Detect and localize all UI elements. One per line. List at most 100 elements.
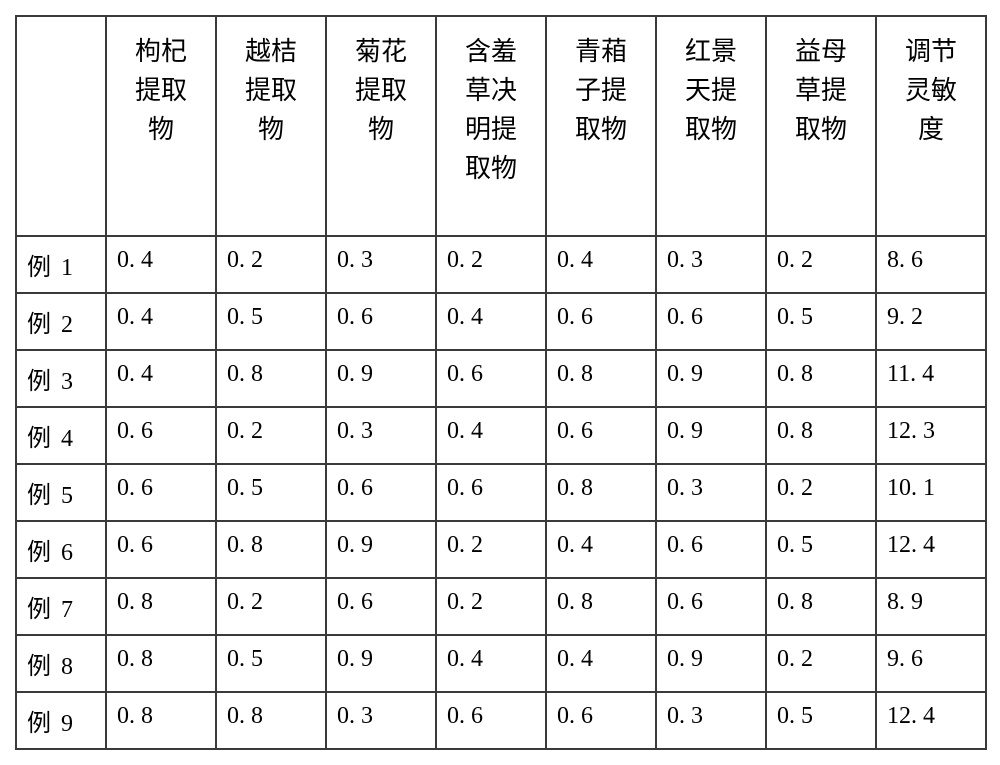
row-label-num: 9 — [61, 711, 73, 737]
column-header-label: 菊花提取物 — [337, 32, 425, 149]
table-row: 例 60. 60. 80. 90. 20. 40. 60. 512. 4 — [16, 521, 986, 578]
data-cell: 10. 1 — [876, 464, 986, 521]
data-cell: 0. 2 — [766, 635, 876, 692]
table-row: 例 80. 80. 50. 90. 40. 40. 90. 29. 6 — [16, 635, 986, 692]
data-cell: 0. 8 — [766, 350, 876, 407]
data-cell: 0. 6 — [656, 578, 766, 635]
column-header-label: 红景天提取物 — [667, 32, 755, 149]
column-header: 菊花提取物 — [326, 16, 436, 236]
row-label: 例 4 — [16, 407, 106, 464]
data-cell: 0. 6 — [106, 521, 216, 578]
data-cell: 12. 4 — [876, 521, 986, 578]
data-cell: 0. 5 — [216, 635, 326, 692]
data-cell: 0. 9 — [656, 407, 766, 464]
data-cell: 0. 6 — [326, 578, 436, 635]
data-cell: 0. 2 — [216, 407, 326, 464]
data-cell: 0. 6 — [546, 407, 656, 464]
data-cell: 0. 6 — [436, 350, 546, 407]
row-label-prefix: 例 — [27, 426, 51, 452]
data-cell: 0. 5 — [766, 692, 876, 749]
row-label-num: 5 — [61, 483, 73, 509]
data-cell: 0. 4 — [546, 521, 656, 578]
table-row: 例 90. 80. 80. 30. 60. 60. 30. 512. 4 — [16, 692, 986, 749]
data-cell: 0. 2 — [436, 521, 546, 578]
column-header-label: 调节灵敏度 — [887, 32, 975, 149]
data-cell: 0. 8 — [106, 635, 216, 692]
data-cell: 0. 4 — [546, 635, 656, 692]
row-label-num: 4 — [61, 426, 73, 452]
row-label: 例 1 — [16, 236, 106, 293]
data-cell: 0. 6 — [436, 464, 546, 521]
row-label: 例 2 — [16, 293, 106, 350]
row-label-prefix: 例 — [27, 312, 51, 338]
data-cell: 8. 9 — [876, 578, 986, 635]
data-cell: 0. 3 — [326, 692, 436, 749]
row-label: 例 3 — [16, 350, 106, 407]
data-cell: 0. 3 — [326, 407, 436, 464]
column-header-label: 青葙子提取物 — [557, 32, 645, 149]
data-cell: 0. 8 — [216, 521, 326, 578]
row-label-prefix: 例 — [27, 369, 51, 395]
column-header: 青葙子提取物 — [546, 16, 656, 236]
data-cell: 0. 8 — [546, 350, 656, 407]
data-cell: 0. 5 — [216, 293, 326, 350]
row-label-num: 7 — [61, 597, 73, 623]
data-cell: 0. 9 — [656, 350, 766, 407]
data-cell: 0. 6 — [106, 407, 216, 464]
data-cell: 9. 6 — [876, 635, 986, 692]
row-label: 例 7 — [16, 578, 106, 635]
data-cell: 9. 2 — [876, 293, 986, 350]
data-cell: 0. 4 — [106, 350, 216, 407]
data-cell: 0. 4 — [106, 236, 216, 293]
data-cell: 0. 5 — [766, 293, 876, 350]
row-label-prefix: 例 — [27, 540, 51, 566]
column-header: 红景天提取物 — [656, 16, 766, 236]
data-cell: 0. 9 — [326, 521, 436, 578]
data-cell: 0. 3 — [656, 692, 766, 749]
data-cell: 0. 4 — [436, 293, 546, 350]
data-cell: 0. 6 — [546, 692, 656, 749]
row-label-num: 1 — [61, 255, 73, 281]
data-table: 枸杞提取物越桔提取物菊花提取物含羞草决明提取物青葙子提取物红景天提取物益母草提取… — [15, 15, 987, 750]
data-cell: 0. 5 — [766, 521, 876, 578]
column-header: 含羞草决明提取物 — [436, 16, 546, 236]
table-header-row: 枸杞提取物越桔提取物菊花提取物含羞草决明提取物青葙子提取物红景天提取物益母草提取… — [16, 16, 986, 236]
data-cell: 0. 4 — [106, 293, 216, 350]
data-cell: 0. 8 — [216, 350, 326, 407]
table-row: 例 50. 60. 50. 60. 60. 80. 30. 210. 1 — [16, 464, 986, 521]
row-label-prefix: 例 — [27, 711, 51, 737]
data-cell: 0. 2 — [436, 578, 546, 635]
data-cell: 0. 9 — [326, 635, 436, 692]
data-cell: 0. 4 — [436, 635, 546, 692]
data-cell: 0. 8 — [766, 578, 876, 635]
column-header-label: 越桔提取物 — [227, 32, 315, 149]
data-cell: 0. 6 — [436, 692, 546, 749]
table-row: 例 30. 40. 80. 90. 60. 80. 90. 811. 4 — [16, 350, 986, 407]
data-cell: 0. 6 — [106, 464, 216, 521]
data-cell: 0. 4 — [546, 236, 656, 293]
data-cell: 12. 4 — [876, 692, 986, 749]
row-label-prefix: 例 — [27, 654, 51, 680]
row-label-num: 3 — [61, 369, 73, 395]
data-cell: 0. 6 — [546, 293, 656, 350]
empty-header — [16, 16, 106, 236]
data-cell: 0. 3 — [656, 236, 766, 293]
data-cell: 0. 2 — [766, 236, 876, 293]
column-header: 枸杞提取物 — [106, 16, 216, 236]
column-header-label: 含羞草决明提取物 — [447, 32, 535, 188]
data-cell: 11. 4 — [876, 350, 986, 407]
column-header: 越桔提取物 — [216, 16, 326, 236]
data-cell: 0. 6 — [656, 293, 766, 350]
data-cell: 0. 8 — [546, 464, 656, 521]
data-cell: 0. 6 — [656, 521, 766, 578]
data-cell: 0. 4 — [436, 407, 546, 464]
data-cell: 0. 8 — [766, 407, 876, 464]
data-cell: 0. 5 — [216, 464, 326, 521]
data-cell: 0. 8 — [216, 692, 326, 749]
row-label-prefix: 例 — [27, 255, 51, 281]
table-row: 例 40. 60. 20. 30. 40. 60. 90. 812. 3 — [16, 407, 986, 464]
data-cell: 0. 6 — [326, 464, 436, 521]
data-cell: 0. 2 — [766, 464, 876, 521]
row-label-num: 2 — [61, 312, 73, 338]
row-label: 例 8 — [16, 635, 106, 692]
